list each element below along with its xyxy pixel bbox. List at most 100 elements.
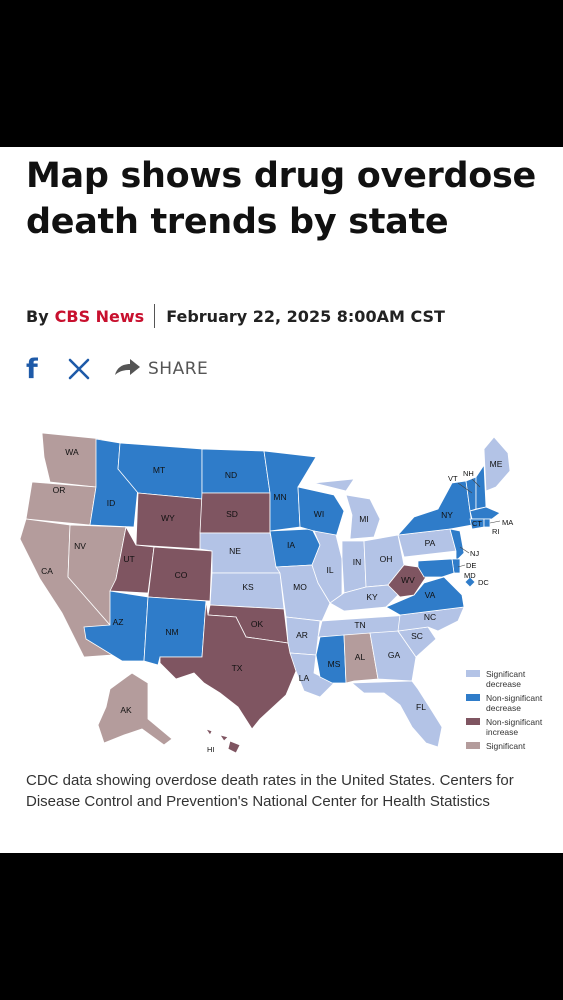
svg-text:NC: NC [424, 612, 436, 622]
svg-text:WI: WI [314, 509, 324, 519]
svg-text:IL: IL [326, 565, 333, 575]
state-WY: WY [135, 492, 203, 550]
svg-text:WV: WV [401, 575, 415, 585]
state-CO: CO [147, 546, 213, 602]
share-row: f SHARE [26, 353, 208, 385]
label-DC: DC [478, 578, 489, 587]
share-label: SHARE [148, 359, 209, 379]
legend-label: Non-significant [486, 693, 543, 703]
state-DC [464, 576, 476, 588]
state-AL: AL [343, 632, 379, 684]
state-NJ [449, 528, 465, 562]
state-TX: TX [159, 600, 297, 730]
top-black-bar [0, 0, 563, 147]
article-card: Map shows drug overdose death trends by … [0, 147, 563, 853]
legend-swatch-significant-decrease [466, 670, 480, 677]
byline: By CBS News February 22, 2025 8:00AM CST [26, 303, 445, 329]
svg-text:OR: OR [53, 485, 66, 495]
state-KS: KS [209, 572, 285, 610]
share-arrow-icon [112, 356, 142, 383]
svg-text:CO: CO [175, 570, 188, 580]
state-NE: NE [199, 532, 281, 574]
share-button[interactable]: SHARE [112, 356, 208, 383]
svg-text:MS: MS [328, 659, 341, 669]
svg-text:AL: AL [355, 652, 366, 662]
svg-text:ND: ND [225, 470, 237, 480]
svg-text:TN: TN [354, 620, 365, 630]
label-DE: DE [466, 561, 476, 570]
svg-text:NY: NY [441, 510, 453, 520]
svg-text:WY: WY [161, 513, 175, 523]
svg-text:LA: LA [299, 673, 310, 683]
us-overdose-map: WA OR CA NV ID MT WY UT CO AZ NM [14, 427, 563, 757]
state-IA: IA [269, 528, 321, 568]
state-ME: ME [483, 436, 511, 492]
legend-label: Non-significant [486, 717, 543, 727]
svg-text:AZ: AZ [113, 617, 124, 627]
state-UT: UT [109, 525, 155, 594]
svg-text:SD: SD [226, 509, 238, 519]
svg-text:MN: MN [273, 492, 286, 502]
state-NY: NY [397, 480, 473, 536]
legend-swatch-non-significant-decrease [466, 694, 480, 701]
svg-text:SC: SC [411, 631, 423, 641]
label-CT: CT [472, 519, 482, 528]
x-icon[interactable] [66, 356, 92, 382]
state-NM: NM [143, 596, 207, 666]
legend-label: decrease [486, 679, 521, 689]
image-caption: CDC data showing overdose death rates in… [26, 772, 514, 810]
label-RI: RI [492, 527, 500, 536]
state-MA [469, 506, 501, 520]
state-MS: MS [315, 634, 347, 684]
svg-text:WA: WA [65, 447, 79, 457]
svg-text:MO: MO [293, 582, 307, 592]
state-RI [483, 518, 491, 528]
svg-text:FL: FL [416, 702, 426, 712]
svg-text:NE: NE [229, 546, 241, 556]
byline-prefix: By [26, 306, 49, 326]
label-leaders [457, 478, 501, 568]
svg-text:VA: VA [425, 590, 436, 600]
source-link[interactable]: CBS News [54, 306, 145, 326]
label-NJ: NJ [470, 549, 479, 558]
svg-text:OK: OK [251, 619, 264, 629]
svg-text:CA: CA [41, 566, 53, 576]
facebook-icon[interactable]: f [26, 353, 38, 385]
state-MD [417, 558, 455, 578]
map-legend: SignificantdecreaseNon-significantdecrea… [466, 669, 543, 751]
svg-text:IA: IA [287, 540, 295, 550]
state-ND: ND [201, 448, 271, 494]
svg-text:MI: MI [359, 514, 368, 524]
label-NH: NH [463, 469, 474, 478]
svg-text:TX: TX [232, 663, 243, 673]
legend-label: Significant [486, 741, 526, 751]
svg-text:UT: UT [123, 554, 134, 564]
state-MI: MI [313, 478, 381, 540]
svg-text:KS: KS [242, 582, 254, 592]
article-headline: Map shows drug overdose death trends by … [26, 156, 536, 242]
publish-date: February 22, 2025 8:00AM CST [166, 306, 445, 326]
svg-text:IN: IN [353, 557, 362, 567]
state-OR: OR [25, 481, 97, 526]
label-HI: HI [207, 745, 215, 754]
svg-text:AK: AK [120, 705, 132, 715]
svg-text:PA: PA [425, 538, 436, 548]
state-FL: FL [350, 680, 443, 748]
state-NH [475, 463, 487, 510]
label-MA: MA [502, 518, 513, 527]
legend-label: decrease [486, 703, 521, 713]
state-AR: AR [285, 616, 321, 656]
svg-text:GA: GA [388, 650, 401, 660]
label-MD: MD [464, 571, 476, 580]
svg-text:OH: OH [380, 554, 393, 564]
state-SD: SD [199, 492, 271, 534]
label-VT: VT [448, 474, 458, 483]
state-LA: LA [289, 652, 335, 698]
svg-text:NV: NV [74, 541, 86, 551]
svg-text:NM: NM [165, 627, 178, 637]
us-map-svg: WA OR CA NV ID MT WY UT CO AZ NM [19, 432, 543, 754]
svg-text:ME: ME [490, 459, 503, 469]
bottom-black-bar [0, 853, 563, 1000]
state-IN: IN [341, 540, 367, 594]
state-AK: AK [97, 672, 173, 746]
